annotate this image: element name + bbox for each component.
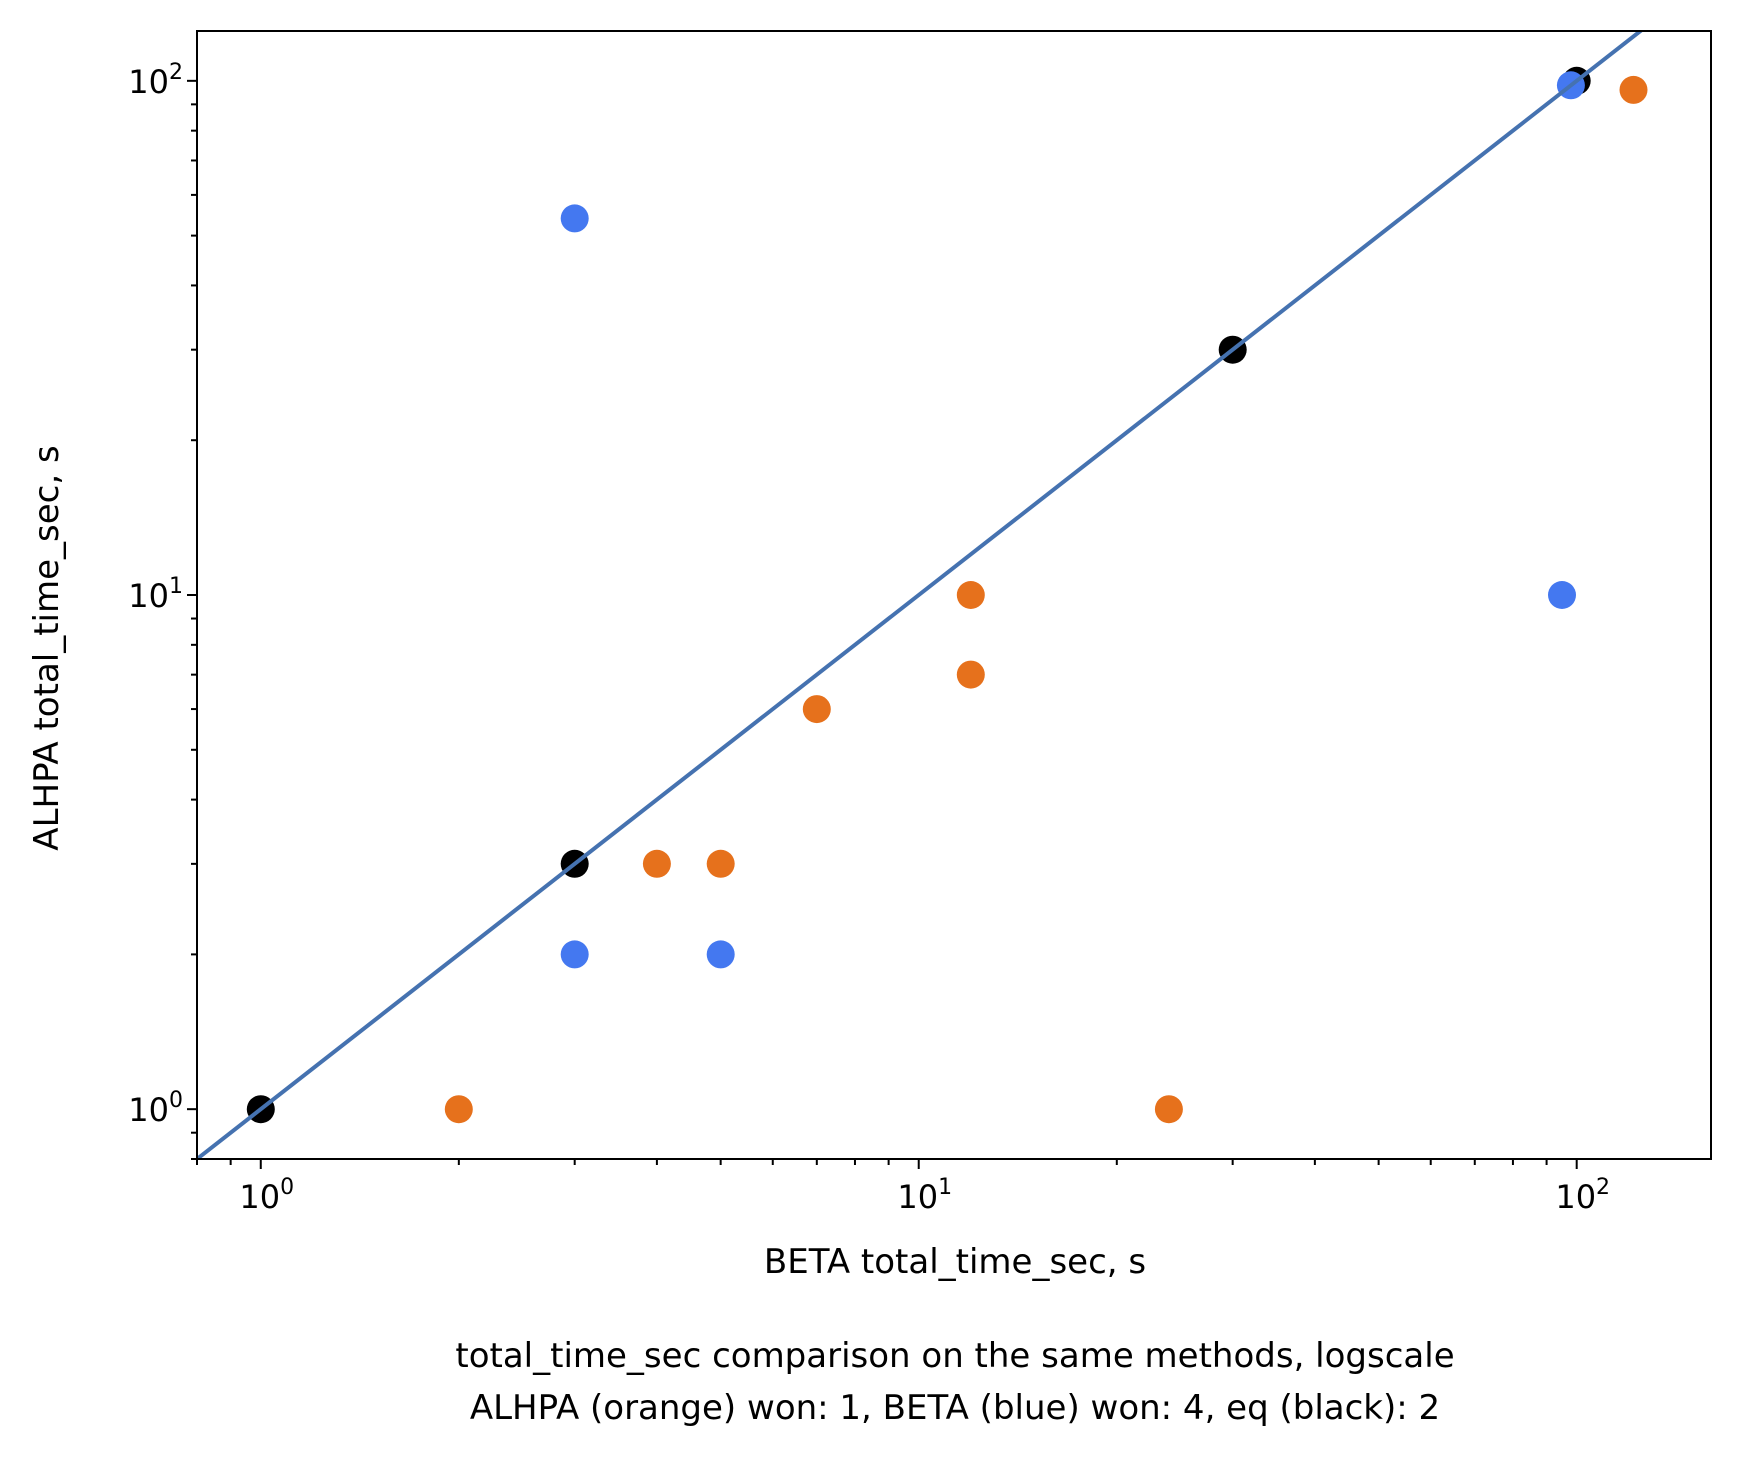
scatter-point: [1154, 1095, 1183, 1124]
scatter-point: [444, 1095, 473, 1124]
x-axis-label: BETA total_time_sec, s: [764, 1242, 1146, 1282]
scatter-point: [956, 660, 985, 689]
scatter-point: [956, 581, 985, 609]
scatter-point: [1619, 75, 1648, 104]
scatter-point: [706, 940, 735, 969]
scatter-point: [1548, 581, 1576, 609]
y-axis-label: ALHPA total_time_sec, s: [27, 445, 67, 850]
chart-caption-line-2: ALHPA (orange) won: 1, BETA (blue) won: …: [470, 1388, 1440, 1428]
axes-frame: [196, 30, 1712, 1160]
chart-caption-line-1: total_time_sec comparison on the same me…: [455, 1336, 1454, 1376]
scatter-point: [642, 849, 671, 878]
x-tick-label: 102: [1555, 1175, 1610, 1216]
scatter-point: [802, 695, 831, 724]
reference-line-y-equals-x: [197, 31, 1644, 1159]
scatter-point: [706, 849, 735, 878]
x-tick-label: 100: [239, 1175, 294, 1216]
y-tick-label: 101: [128, 574, 183, 615]
x-tick-label: 101: [897, 1175, 952, 1216]
scatter-point: [560, 204, 589, 233]
plot-area: [197, 31, 1648, 1159]
y-tick-label: 102: [128, 60, 183, 101]
axis-ticks: 100 101 102 100 101 102: [128, 60, 1610, 1216]
axes-border: [196, 30, 1712, 1160]
y-tick-label: 100: [128, 1088, 183, 1129]
scatter-point: [560, 940, 589, 969]
